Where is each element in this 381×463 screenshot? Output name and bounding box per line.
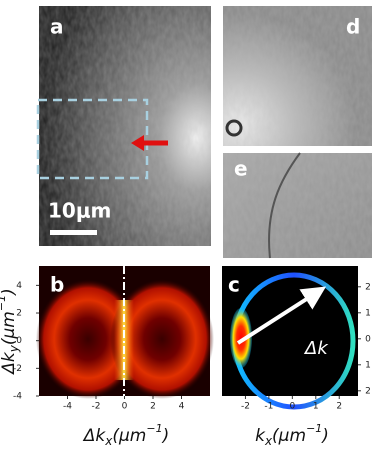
y-tick-label: 2 [365,386,371,396]
x-tick-label: 4 [179,402,185,412]
panel-e: e [223,152,372,259]
arrow-head [131,135,144,151]
texture [223,153,372,258]
texture [223,6,372,146]
panel-d: d [223,6,372,146]
panel-c: Δk c [222,266,358,410]
label-unit: (μm [112,426,146,446]
panel-b: b [36,266,214,399]
panel-label: b [50,273,64,297]
y-tick-label: -2 [13,364,22,374]
hot-spot [230,308,252,368]
y-tick-label: -4 [13,392,22,402]
panel-label: c [228,273,240,297]
label-close: ) [0,288,19,297]
label-base: Δk [82,426,107,446]
x-tick-label: -1 [264,402,273,412]
label-unit: (μm [0,311,19,345]
label-sub: x [104,434,113,448]
axis-label: Δky(μm−1) [0,288,21,375]
defect [225,119,243,137]
y-tick-label: 0 [16,336,22,346]
x-tick-label: 1 [313,402,319,412]
label-close: ) [161,426,170,446]
annotation: Δk [303,338,329,359]
panel-label: d [346,15,360,39]
x-tick-label: 0 [122,402,128,412]
y-tick-label: 1 [365,308,371,318]
label-base: k [255,426,266,446]
label-sub: y [7,344,21,353]
core [114,300,134,380]
y-tick-label: 4 [16,281,22,291]
y-tick-label: 2 [16,309,22,319]
scale-label: 10μm [48,199,111,223]
scale-bar [50,230,97,235]
label-sup: −1 [306,422,322,435]
label-close: ) [320,426,329,446]
x-tick-label: 2 [336,402,342,412]
y-tick-label: 0 [365,334,371,344]
x-tick-label: 0 [289,402,295,412]
label-base: Δk [0,351,19,376]
label-sub: x [264,434,273,448]
x-tick-label: -4 [63,402,72,412]
texture [39,6,211,246]
panel-label: e [234,157,248,181]
x-tick-label: -2 [92,402,101,412]
y-tick-label: 2 [365,282,371,292]
label-unit: (μm [272,426,306,446]
edge [268,152,301,259]
y-tick-label: 1 [365,360,371,370]
axis-label: Δkx(μm−1) [82,422,169,448]
panel-label: a [50,15,64,39]
panel-a: 10μm a [36,6,211,246]
label-sup: −1 [0,295,8,311]
label-sup: −1 [146,422,162,435]
x-tick-label: 2 [150,402,156,412]
x-tick-label: -2 [241,402,250,412]
k-arrow [236,286,327,345]
lobe [110,279,214,399]
region-box [36,98,149,180]
axis-label: kx(μm−1) [255,422,329,448]
